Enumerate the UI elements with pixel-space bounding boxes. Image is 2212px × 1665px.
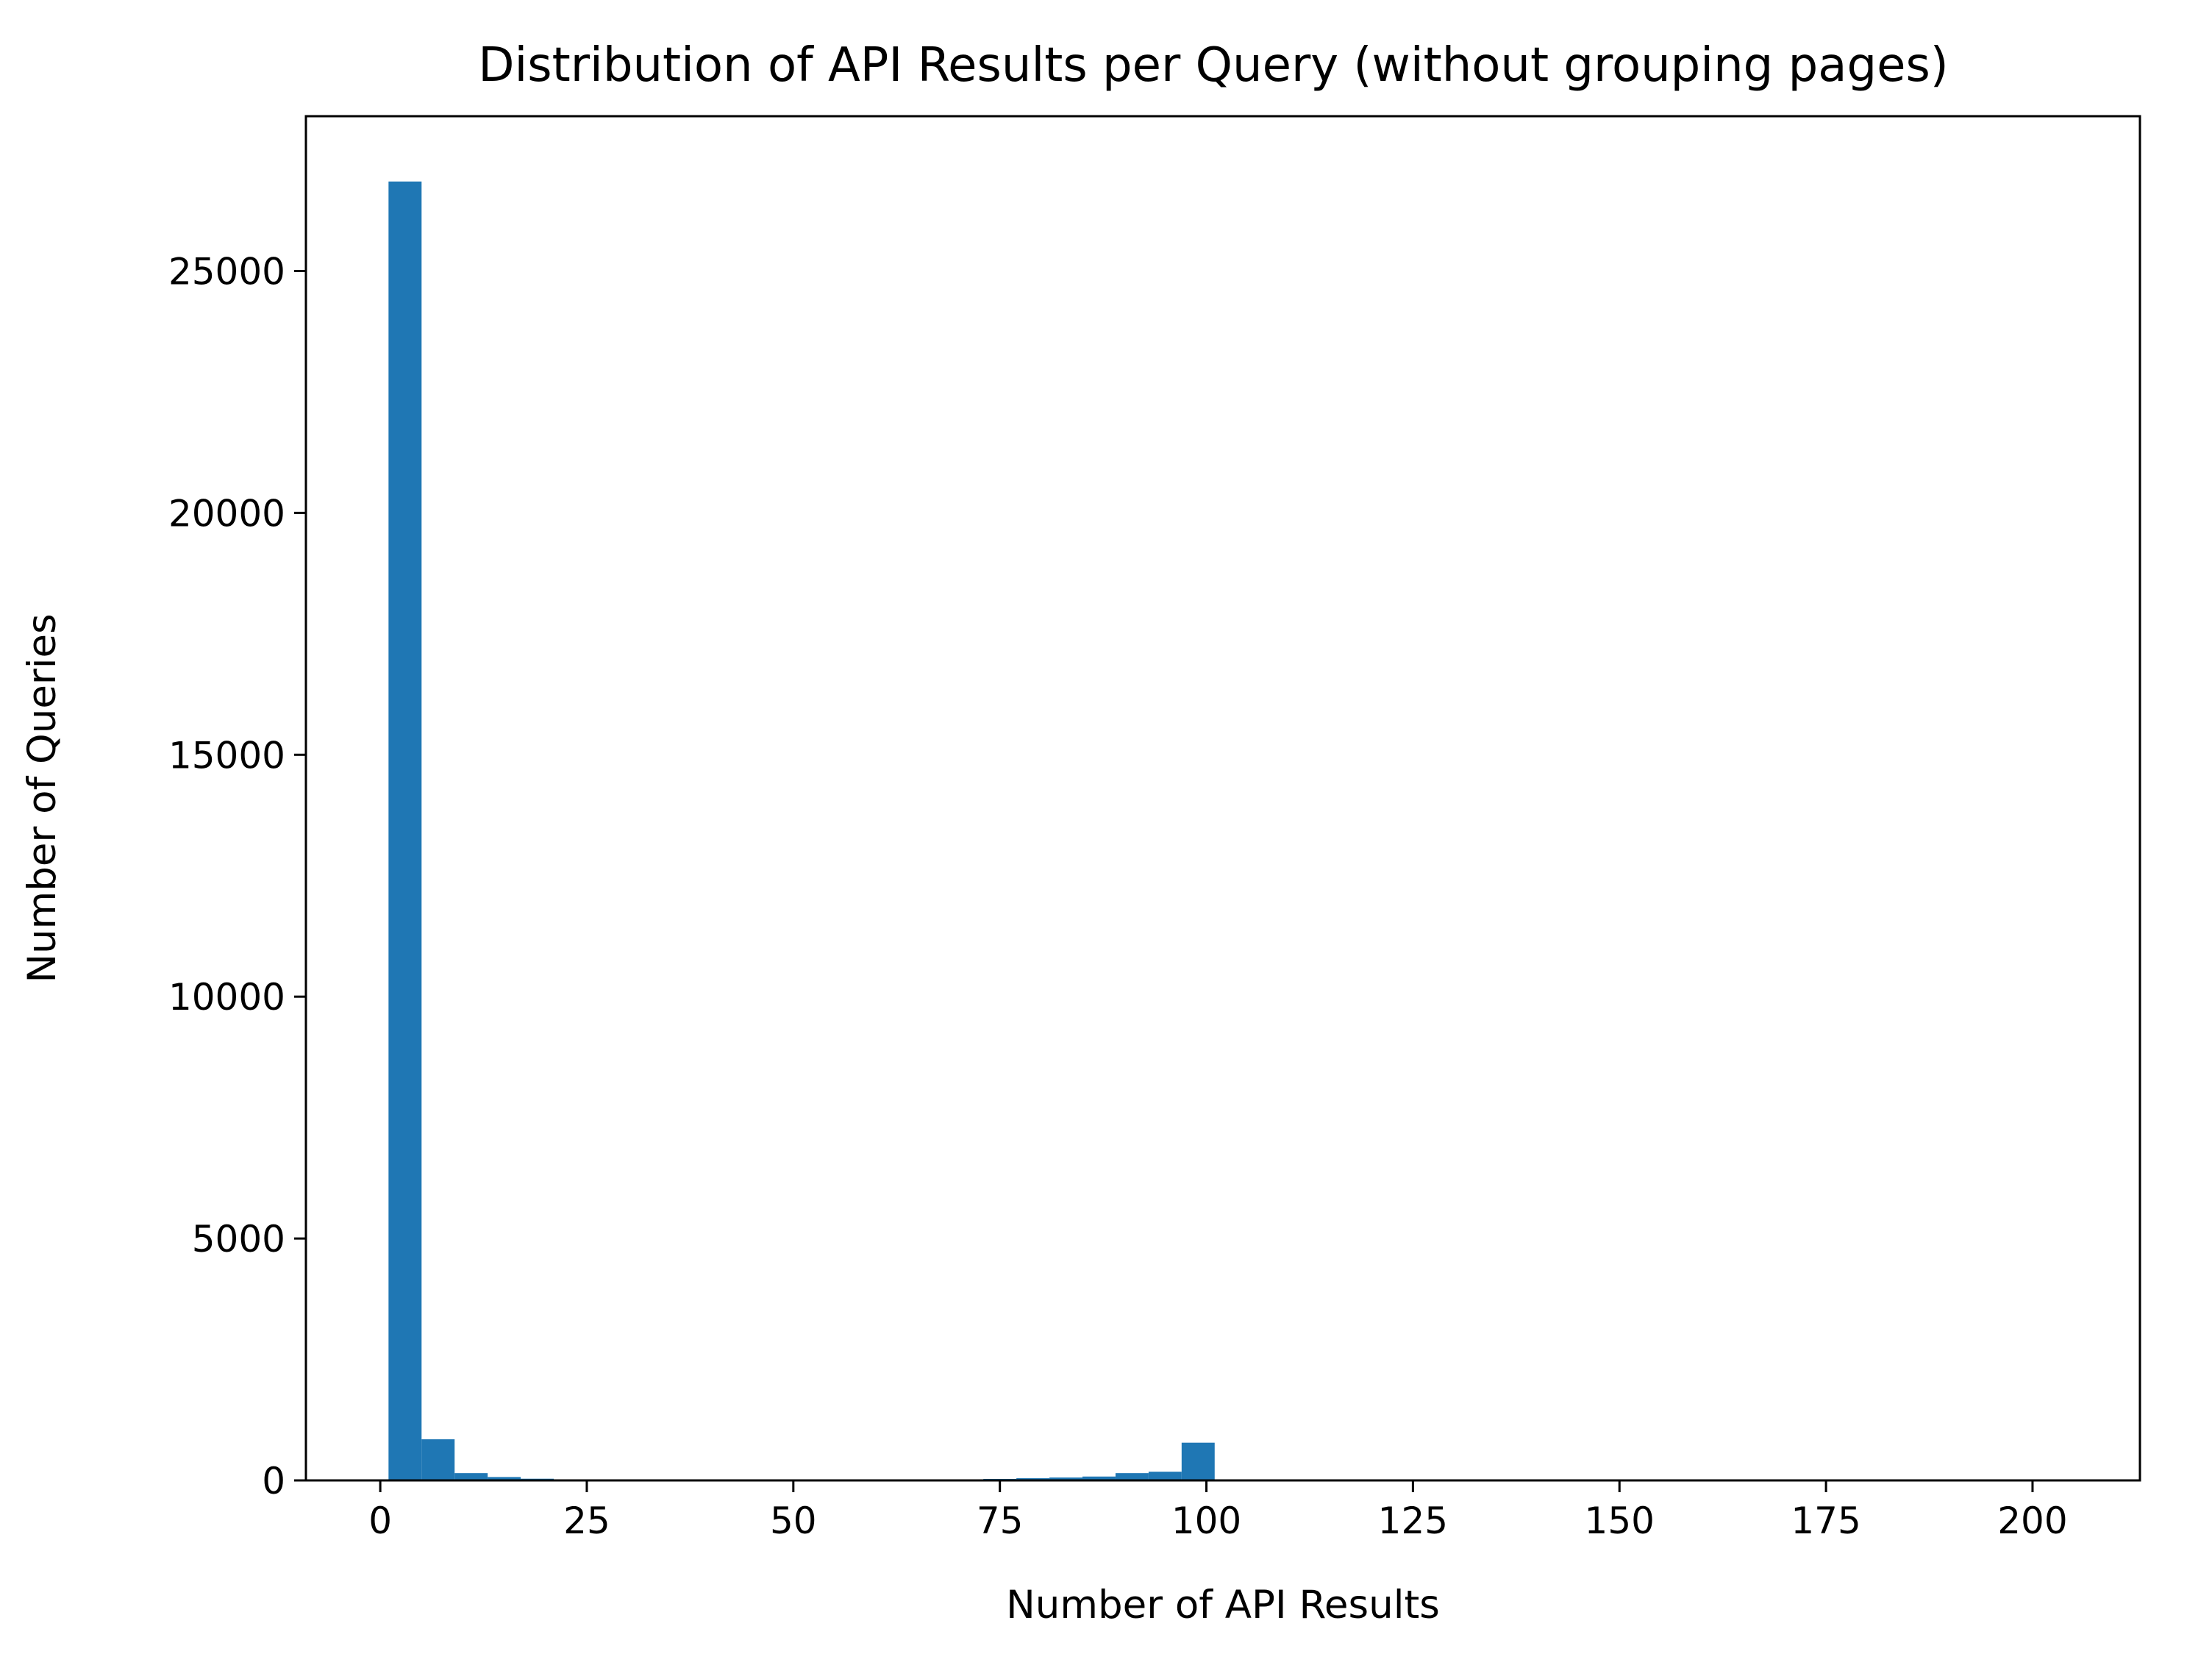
- x-tick-label-4: 100: [1171, 1500, 1241, 1542]
- histogram-bar-24: [1181, 1442, 1215, 1480]
- histogram-bar-20: [1049, 1477, 1083, 1480]
- y-tick-label-5: 25000: [168, 250, 285, 293]
- x-axis-label: Number of API Results: [1006, 1583, 1440, 1627]
- chart-title: Distribution of API Results per Query (w…: [478, 38, 1949, 93]
- x-tick-label-0: 0: [368, 1500, 392, 1542]
- histogram-bars: [388, 181, 1380, 1480]
- y-tick-label-3: 15000: [168, 734, 285, 777]
- histogram-bar-21: [1082, 1476, 1116, 1480]
- histogram-bar-23: [1148, 1472, 1182, 1480]
- histogram-bar-0: [388, 181, 422, 1480]
- x-tick-label-2: 50: [770, 1500, 817, 1542]
- histogram-bar-2: [454, 1473, 488, 1480]
- x-axis-ticks: 0 25 50 75 100 125 150 175 200: [368, 1480, 2068, 1542]
- y-axis-ticks: 0 5000 10000 15000 20000 25000: [168, 250, 306, 1502]
- histogram-bar-1: [421, 1439, 455, 1480]
- y-tick-label-2: 10000: [168, 976, 285, 1019]
- histogram-bar-22: [1115, 1473, 1149, 1480]
- histogram-bar-3: [488, 1477, 521, 1480]
- y-tick-label-4: 20000: [168, 492, 285, 535]
- y-axis-label: Number of Queries: [20, 613, 65, 983]
- y-tick-label-0: 0: [262, 1460, 285, 1502]
- y-tick-label-1: 5000: [192, 1218, 285, 1261]
- x-tick-label-3: 75: [977, 1500, 1024, 1542]
- x-tick-label-5: 125: [1378, 1500, 1448, 1542]
- plot-frame: [304, 115, 2141, 1482]
- x-tick-label-8: 200: [1997, 1500, 2067, 1542]
- x-tick-label-7: 175: [1791, 1500, 1860, 1542]
- x-tick-label-1: 25: [563, 1500, 610, 1542]
- x-tick-label-6: 150: [1585, 1500, 1655, 1542]
